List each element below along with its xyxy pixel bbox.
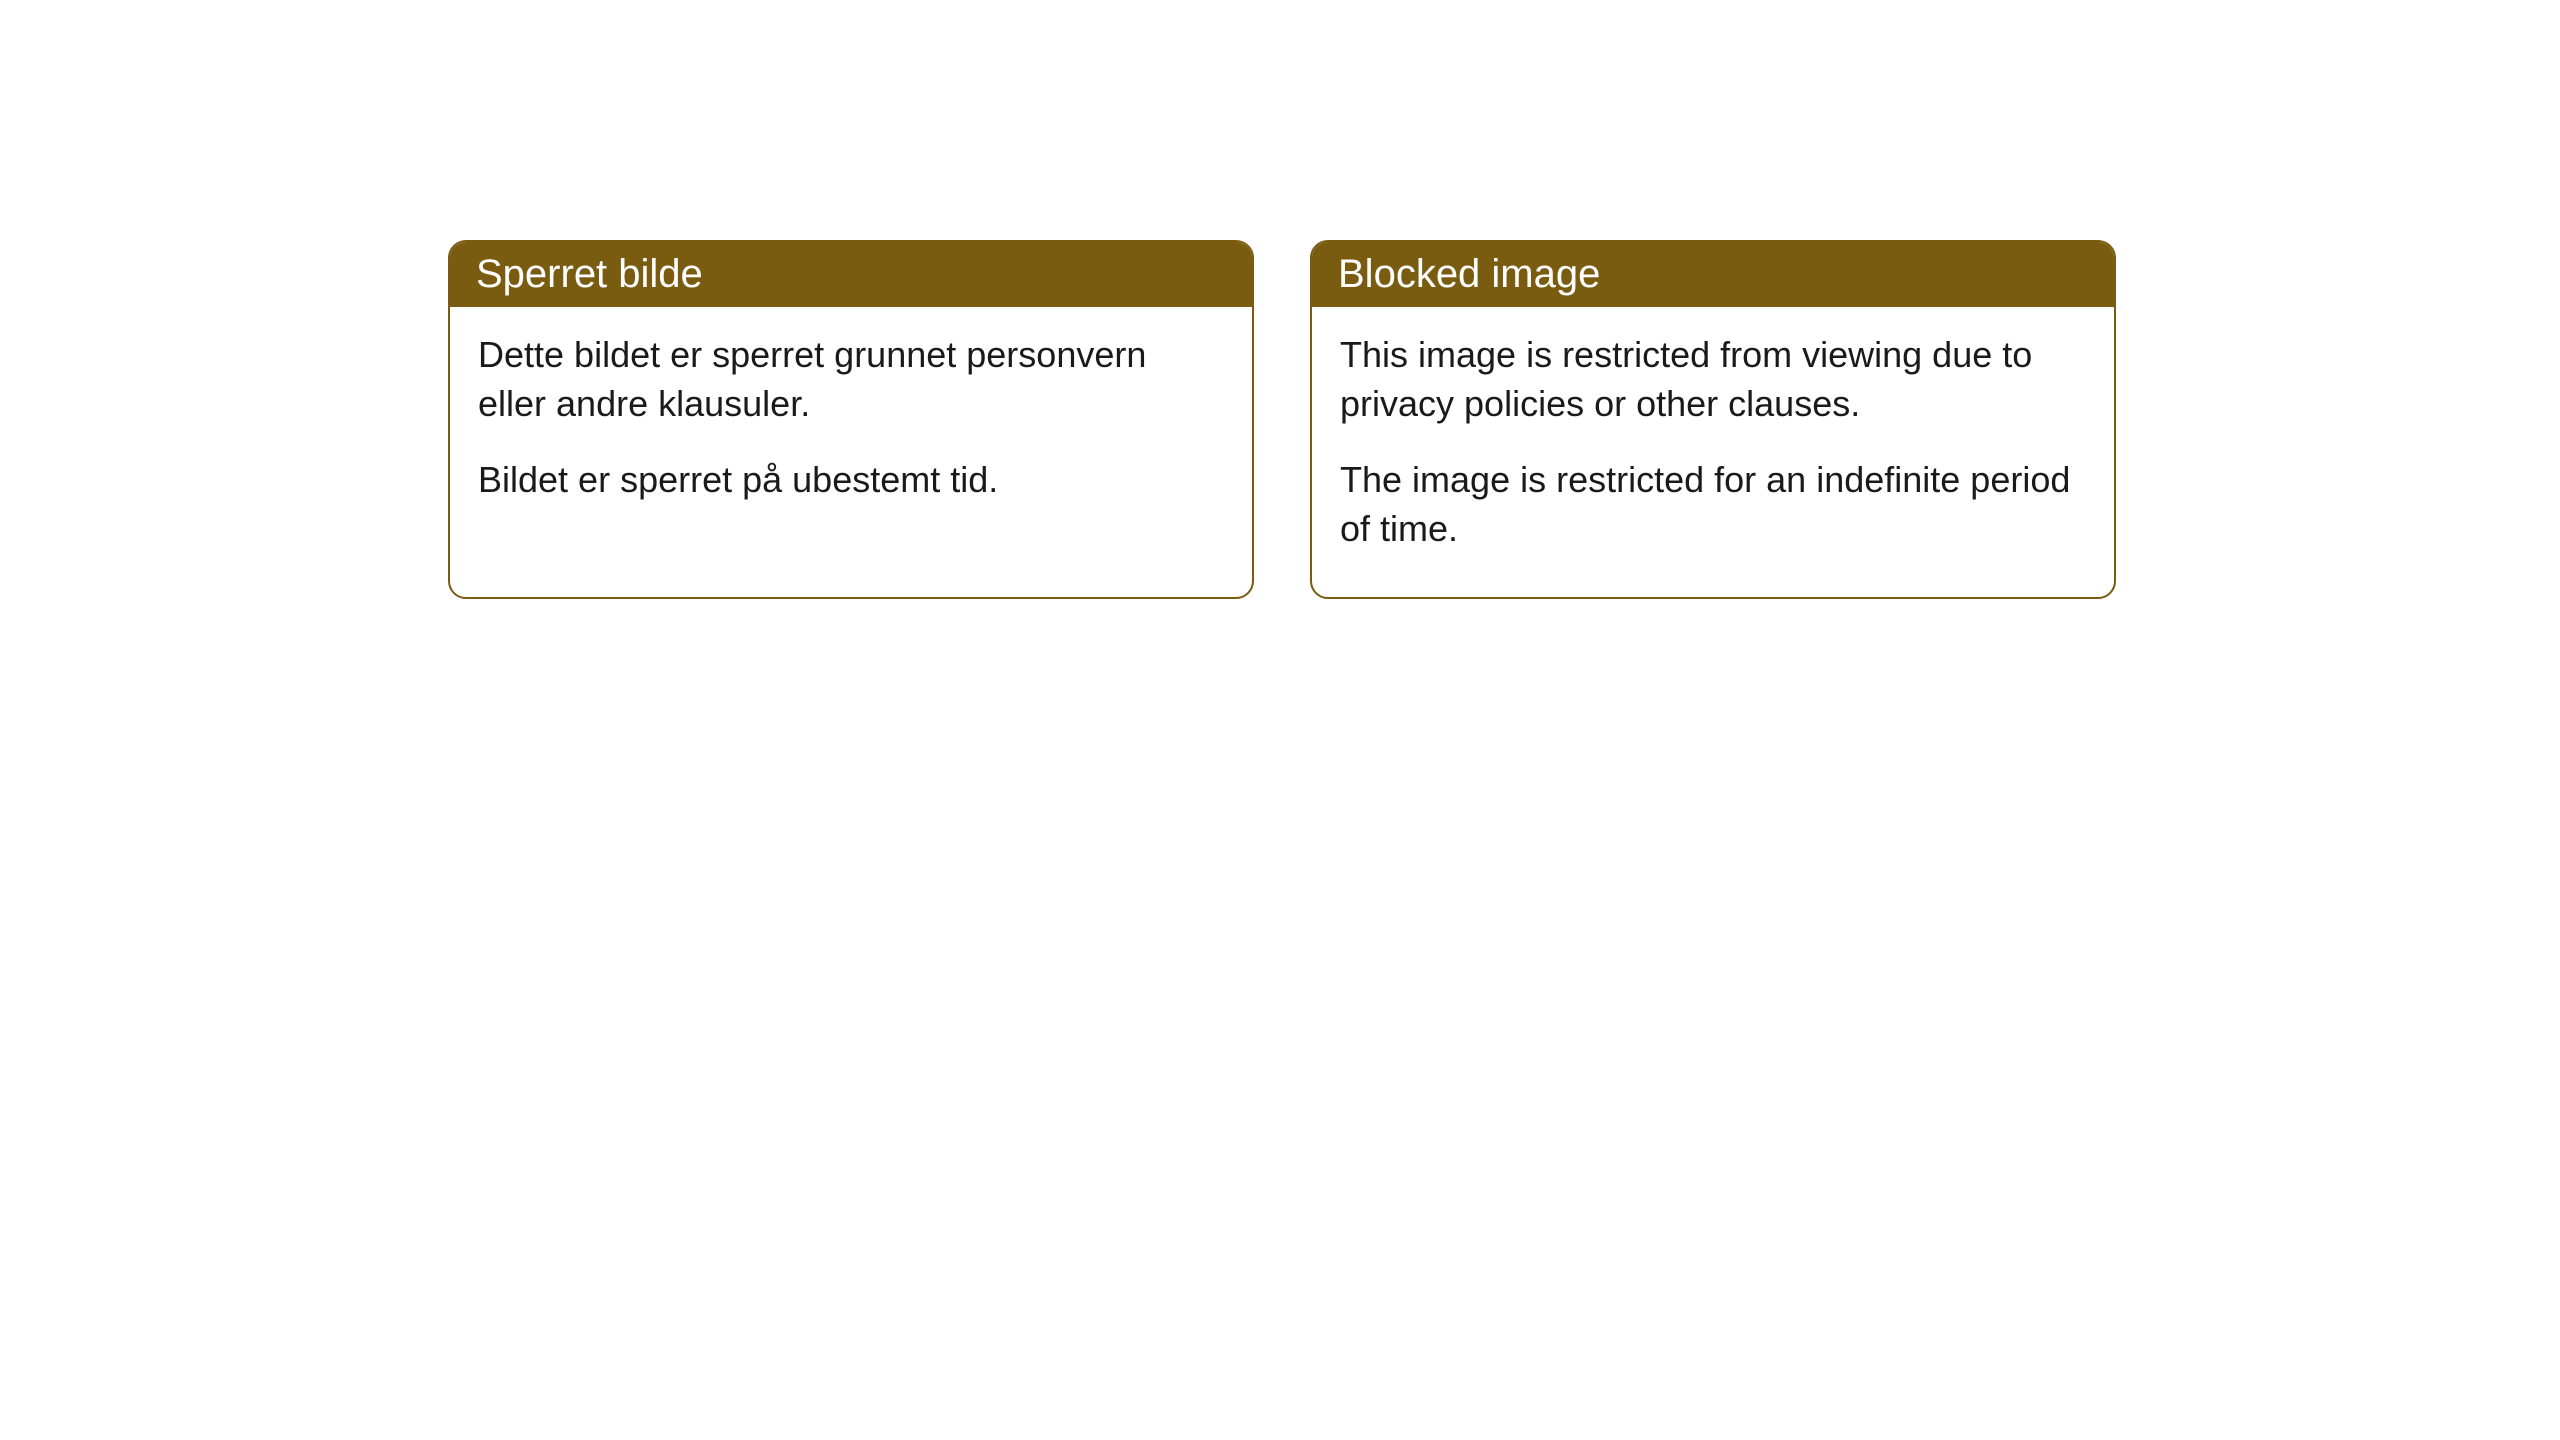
card-body-english: This image is restricted from viewing du… <box>1312 307 2114 597</box>
blocked-image-card-english: Blocked image This image is restricted f… <box>1310 240 2116 599</box>
card-header-norwegian: Sperret bilde <box>450 242 1252 307</box>
card-paragraph: Dette bildet er sperret grunnet personve… <box>478 331 1224 428</box>
blocked-image-card-norwegian: Sperret bilde Dette bildet er sperret gr… <box>448 240 1254 599</box>
card-title: Sperret bilde <box>476 252 703 296</box>
card-title: Blocked image <box>1338 252 1600 296</box>
notification-container: Sperret bilde Dette bildet er sperret gr… <box>448 240 2116 599</box>
card-body-norwegian: Dette bildet er sperret grunnet personve… <box>450 307 1252 549</box>
card-paragraph: The image is restricted for an indefinit… <box>1340 456 2086 553</box>
card-header-english: Blocked image <box>1312 242 2114 307</box>
card-paragraph: Bildet er sperret på ubestemt tid. <box>478 456 1224 505</box>
card-paragraph: This image is restricted from viewing du… <box>1340 331 2086 428</box>
